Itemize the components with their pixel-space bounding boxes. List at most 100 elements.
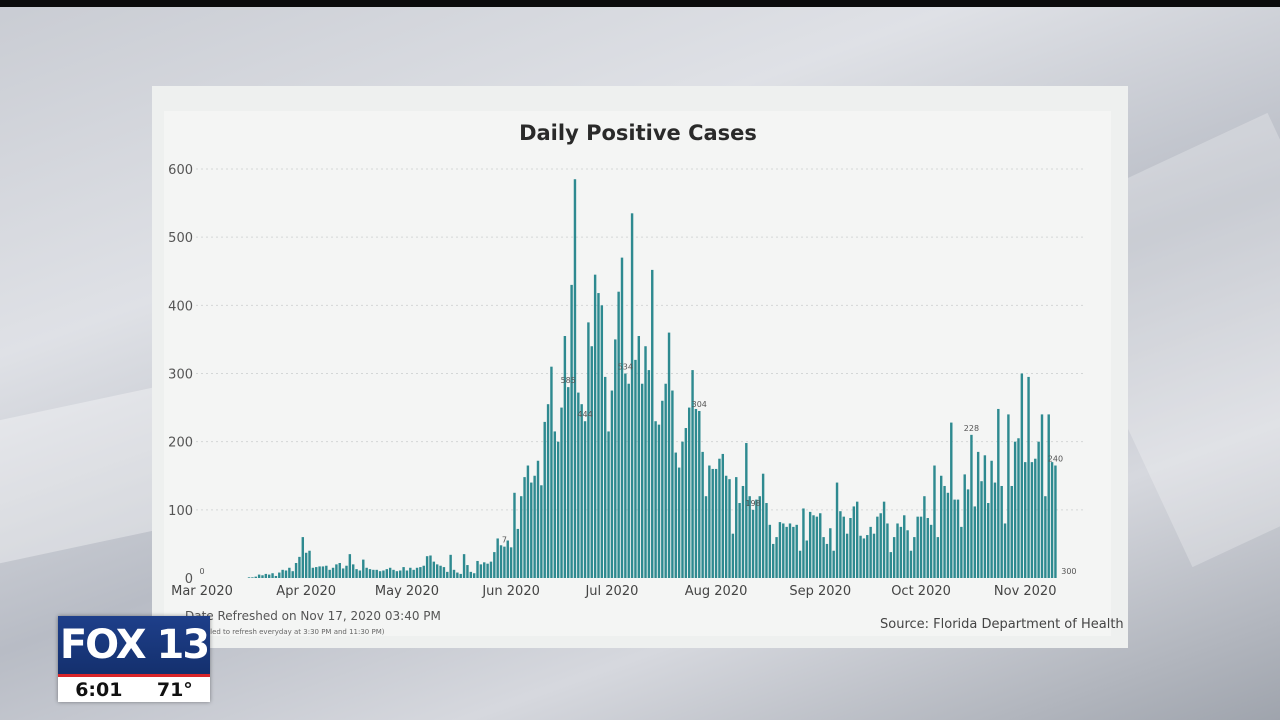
bar <box>960 526 963 579</box>
bar <box>345 565 348 578</box>
bar <box>819 513 822 578</box>
bar <box>1003 523 1007 578</box>
bar <box>815 516 819 578</box>
bar <box>372 569 375 578</box>
bar <box>499 545 503 578</box>
bar <box>251 577 254 578</box>
bar <box>274 575 278 578</box>
bar <box>761 473 765 578</box>
chart-title: Daily Positive Cases <box>519 121 757 145</box>
bar <box>661 400 664 578</box>
bar <box>402 567 405 578</box>
bar <box>479 564 483 578</box>
bar <box>315 567 318 578</box>
bar <box>906 530 909 578</box>
bar <box>714 468 718 578</box>
bar <box>489 561 493 578</box>
bar <box>637 336 641 578</box>
bar <box>294 563 298 578</box>
bar <box>916 516 919 578</box>
bar <box>560 407 563 578</box>
bar <box>862 538 866 578</box>
bar <box>493 552 496 578</box>
x-tick-label: Jun 2020 <box>481 584 540 599</box>
bar <box>341 568 345 578</box>
bar <box>335 564 338 578</box>
bar <box>708 465 711 578</box>
bar <box>603 376 607 578</box>
bar <box>278 572 281 578</box>
bar <box>597 293 600 578</box>
bar <box>1027 376 1030 578</box>
bar <box>580 404 583 578</box>
bar <box>1034 458 1037 578</box>
logo-divider <box>58 674 210 677</box>
bar <box>577 392 580 578</box>
bar <box>997 408 1000 578</box>
data-label: 534 <box>618 363 633 372</box>
station-bug: FOX 13 6:01 71° <box>58 616 210 702</box>
bar <box>634 359 637 578</box>
bar <box>657 424 661 579</box>
bar <box>748 496 751 578</box>
bar <box>839 511 842 578</box>
bar <box>288 567 291 578</box>
bar <box>405 570 409 578</box>
data-label: 240 <box>1048 455 1063 464</box>
bar <box>338 563 341 578</box>
bar <box>738 503 741 578</box>
bar <box>892 537 896 578</box>
bar <box>909 550 913 578</box>
bar <box>429 555 432 578</box>
bar <box>469 571 473 578</box>
source-credit: Source: Florida Department of Health <box>880 617 1124 632</box>
bar <box>563 336 567 578</box>
bar <box>462 554 466 578</box>
bar <box>617 291 620 578</box>
bar <box>526 465 530 578</box>
bar <box>751 509 755 578</box>
bar <box>550 366 553 578</box>
bar <box>1023 462 1027 578</box>
bar <box>590 346 593 578</box>
bar <box>573 179 577 579</box>
bar <box>583 421 587 578</box>
bar <box>896 523 899 578</box>
bar <box>698 410 701 578</box>
bar <box>530 482 533 578</box>
bar <box>950 422 953 578</box>
bar <box>976 451 980 578</box>
bar <box>1017 438 1020 578</box>
top-frame-bar <box>0 0 1280 7</box>
bar <box>842 516 845 578</box>
bar <box>254 576 257 578</box>
bar <box>943 485 946 578</box>
bar <box>953 499 956 578</box>
bar <box>570 284 573 578</box>
bar <box>681 441 684 578</box>
bar <box>385 569 389 578</box>
bar <box>758 496 761 578</box>
bar <box>388 567 392 578</box>
data-label: 444 <box>577 410 592 419</box>
bar <box>439 565 442 578</box>
x-tick-label: Nov 2020 <box>994 584 1057 599</box>
bar <box>795 524 798 578</box>
bar <box>284 570 288 578</box>
bar <box>257 574 261 578</box>
bar <box>775 537 778 578</box>
bar <box>331 567 335 578</box>
bar <box>456 572 459 578</box>
x-tick-label: Oct 2020 <box>891 584 951 599</box>
clock-time: 6:01 <box>75 678 123 701</box>
y-tick-label: 500 <box>168 231 193 246</box>
bar <box>513 492 516 578</box>
bar <box>745 443 748 578</box>
bar <box>328 569 331 578</box>
bar <box>704 496 708 578</box>
bar <box>728 479 731 578</box>
bar <box>1054 465 1057 578</box>
bar <box>533 475 536 578</box>
bar <box>348 554 352 578</box>
bar <box>449 554 452 578</box>
